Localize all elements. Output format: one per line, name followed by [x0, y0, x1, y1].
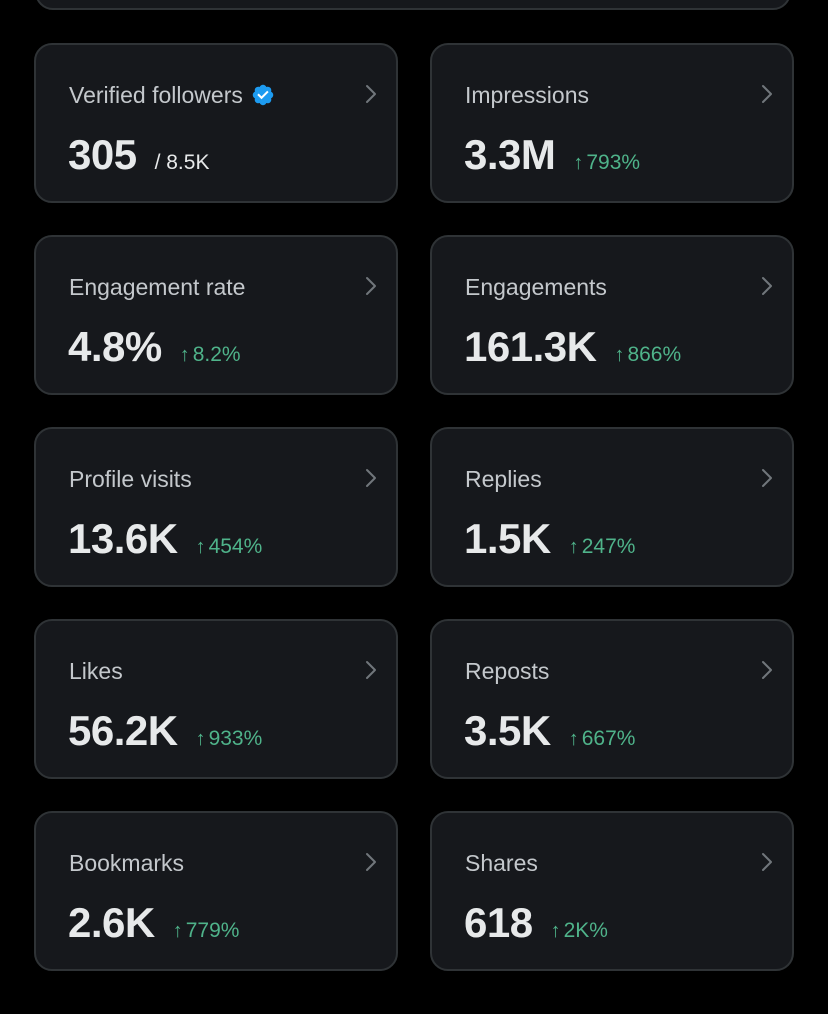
metric-change: ↑ 2K%	[551, 919, 608, 943]
previous-card-edge	[35, 0, 791, 10]
metric-label-row: Verified followers	[69, 81, 275, 109]
metric-value-row: 618 ↑ 2K%	[464, 899, 608, 947]
metric-value-row: 161.3K ↑ 866%	[464, 323, 681, 371]
metric-value-row: 56.2K ↑ 933%	[68, 707, 262, 755]
metric-value-row: 3.5K ↑ 667%	[464, 707, 635, 755]
arrow-up-icon: ↑	[573, 152, 584, 174]
metric-label: Shares	[465, 850, 538, 876]
metric-value: 13.6K	[68, 515, 178, 562]
metric-change-value: 247%	[581, 535, 636, 558]
chevron-right-icon	[366, 277, 376, 295]
metric-label: Likes	[69, 658, 123, 684]
arrow-up-icon: ↑	[172, 920, 183, 942]
metric-label: Replies	[465, 466, 542, 492]
metric-value: 2.6K	[68, 899, 155, 946]
metric-card-engagements[interactable]: Engagements 161.3K ↑ 866%	[430, 235, 794, 395]
metric-card-replies[interactable]: Replies 1.5K ↑ 247%	[430, 427, 794, 587]
chevron-right-icon	[366, 661, 376, 679]
metric-card-bookmarks[interactable]: Bookmarks 2.6K ↑ 779%	[34, 811, 398, 971]
metric-card-profile-visits[interactable]: Profile visits 13.6K ↑ 454%	[34, 427, 398, 587]
metric-change: ↑ 933%	[196, 727, 263, 751]
metric-value-row: 305 / 8.5K	[68, 131, 209, 179]
verified-badge-icon	[252, 84, 274, 106]
metric-value-row: 13.6K ↑ 454%	[68, 515, 262, 563]
metric-change: ↑ 866%	[614, 343, 681, 367]
metrics-grid: Verified followers 305 / 8.5K Impression…	[34, 43, 794, 971]
metric-change-value: 793%	[586, 151, 641, 174]
metric-card-verified-followers[interactable]: Verified followers 305 / 8.5K	[34, 43, 398, 203]
metric-value: 1.5K	[464, 515, 551, 562]
metric-value: 3.3M	[464, 131, 556, 178]
chevron-right-icon	[762, 853, 772, 871]
metric-label: Engagement rate	[69, 274, 246, 300]
metric-card-engagement-rate[interactable]: Engagement rate 4.8% ↑ 8.2%	[34, 235, 398, 395]
metric-card-likes[interactable]: Likes 56.2K ↑ 933%	[34, 619, 398, 779]
metric-card-impressions[interactable]: Impressions 3.3M ↑ 793%	[430, 43, 794, 203]
chevron-right-icon	[366, 853, 376, 871]
chevron-right-icon	[762, 277, 772, 295]
metric-label: Engagements	[465, 274, 607, 300]
metric-label: Reposts	[465, 658, 550, 684]
metric-value: 305	[68, 131, 137, 178]
metric-change-value: 779%	[185, 919, 240, 942]
arrow-up-icon: ↑	[195, 536, 206, 558]
metric-change: ↑ 8.2%	[180, 343, 241, 367]
metric-card-shares[interactable]: Shares 618 ↑ 2K%	[430, 811, 794, 971]
metric-value-row: 2.6K ↑ 779%	[68, 899, 239, 947]
arrow-up-icon: ↑	[195, 728, 206, 750]
arrow-up-icon: ↑	[550, 920, 561, 942]
arrow-up-icon: ↑	[568, 728, 579, 750]
chevron-right-icon	[366, 469, 376, 487]
chevron-right-icon	[762, 661, 772, 679]
metric-total: / 8.5K	[154, 151, 210, 174]
metric-label: Bookmarks	[69, 850, 185, 876]
metric-change-value: 667%	[581, 727, 636, 750]
metric-change: ↑ 667%	[569, 727, 636, 751]
metric-value: 56.2K	[68, 707, 178, 754]
metric-change: ↑ 247%	[569, 535, 636, 559]
metric-change: ↑ 454%	[196, 535, 263, 559]
metric-change-value: 8.2%	[192, 343, 241, 366]
chevron-right-icon	[366, 85, 376, 103]
metric-change-value: 866%	[627, 343, 682, 366]
metric-value: 161.3K	[464, 323, 597, 370]
metric-label: Profile visits	[69, 466, 192, 492]
metric-change-value: 454%	[208, 535, 263, 558]
arrow-up-icon: ↑	[568, 536, 579, 558]
chevron-right-icon	[762, 85, 772, 103]
metric-value: 3.5K	[464, 707, 551, 754]
metric-value: 618	[464, 899, 533, 946]
metric-change: ↑ 793%	[573, 151, 640, 175]
metric-label: Verified followers	[69, 82, 243, 108]
metric-value-row: 1.5K ↑ 247%	[464, 515, 635, 563]
metric-card-reposts[interactable]: Reposts 3.5K ↑ 667%	[430, 619, 794, 779]
metric-value: 4.8%	[68, 323, 162, 370]
arrow-up-icon: ↑	[179, 344, 190, 366]
metric-change-value: 933%	[208, 727, 263, 750]
chevron-right-icon	[762, 469, 772, 487]
metric-value-row: 4.8% ↑ 8.2%	[68, 323, 241, 371]
metric-change: ↑ 779%	[173, 919, 240, 943]
metric-label: Impressions	[465, 82, 589, 108]
metric-value-row: 3.3M ↑ 793%	[464, 131, 640, 179]
arrow-up-icon: ↑	[614, 344, 625, 366]
metric-change-value: 2K%	[563, 919, 608, 942]
